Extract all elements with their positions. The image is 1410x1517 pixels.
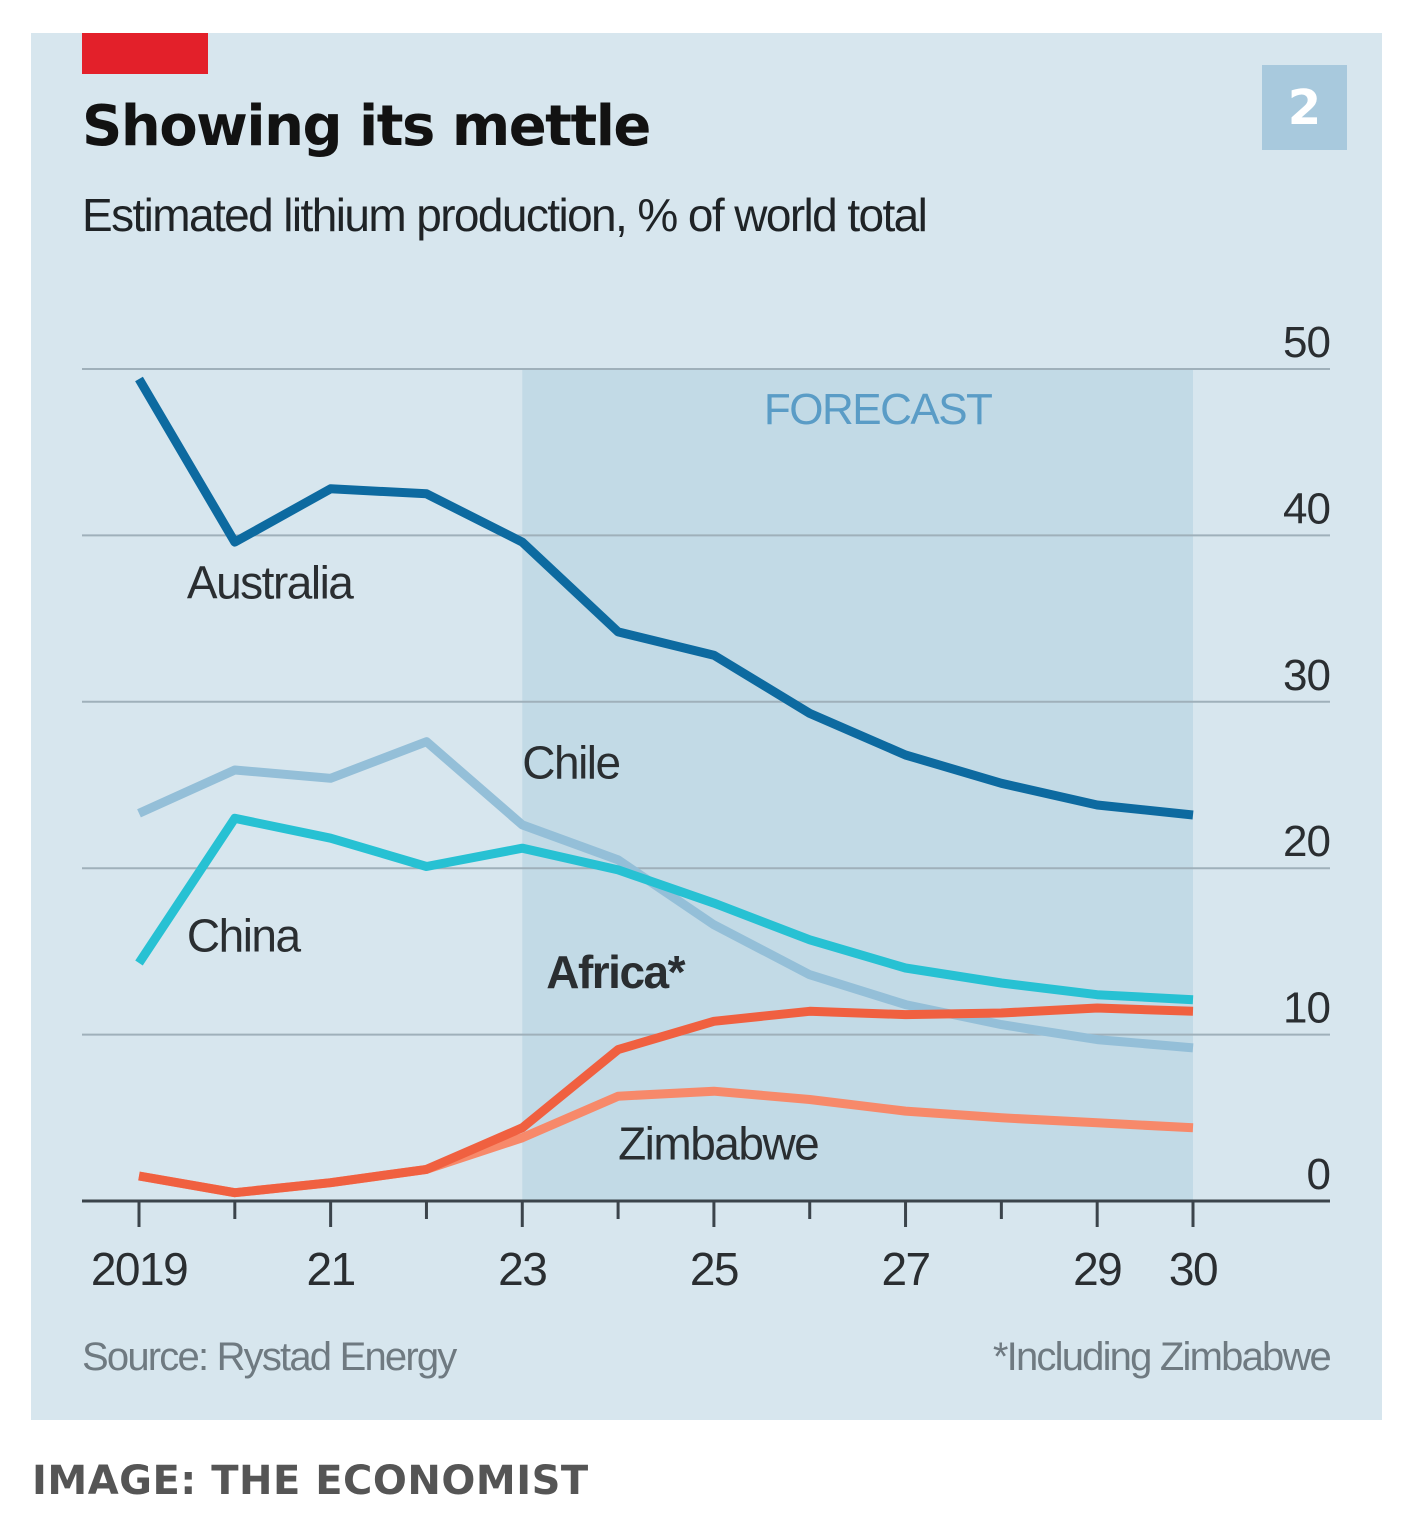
- y-tick-label: 50: [1283, 318, 1330, 367]
- series-label-chile: Chile: [522, 736, 619, 788]
- series-lines: [135, 376, 1194, 1198]
- x-tick-label: 21: [307, 1243, 355, 1295]
- x-tick-label: 30: [1169, 1243, 1217, 1295]
- y-tick-label: 10: [1283, 984, 1330, 1033]
- series-label-china: China: [187, 909, 302, 961]
- footnote: *Including Zimbabwe: [993, 1335, 1331, 1379]
- x-tick-label: 23: [498, 1243, 546, 1295]
- series-line-australia: [135, 376, 1194, 820]
- chart-subtitle: Estimated lithium production, % of world…: [82, 189, 928, 241]
- forecast-label: FORECAST: [764, 385, 992, 434]
- x-tick-label: 2019: [91, 1243, 187, 1295]
- series-label-australia: Australia: [187, 557, 354, 609]
- series-label-africa: Africa*: [546, 946, 685, 998]
- brand-red-tag: [82, 33, 208, 74]
- series-label-zimbabwe: Zimbabwe: [618, 1117, 818, 1169]
- y-tick-label: 30: [1283, 651, 1330, 700]
- series-labels: Australia Chile China Africa* Zimbabwe: [187, 557, 820, 1170]
- series-line-africa: [138, 1003, 1194, 1198]
- forecast-region: [522, 369, 1193, 1201]
- x-axis: 2019 21 23 25 27 29 30: [82, 1199, 1330, 1295]
- source-note: Source: Rystad Energy: [82, 1335, 457, 1379]
- chart-number-badge: 2: [1262, 65, 1347, 150]
- series-line-china: [135, 813, 1194, 1005]
- image-credit: IMAGE: THE ECONOMIST: [32, 1458, 589, 1504]
- x-tick-label: 27: [881, 1243, 929, 1295]
- y-tick-label: 40: [1283, 484, 1330, 533]
- y-tick-label: 20: [1283, 817, 1330, 866]
- x-tick-label: 25: [690, 1243, 738, 1295]
- x-tick-label: 29: [1073, 1243, 1121, 1295]
- series-line-chile: [137, 737, 1194, 1053]
- y-axis-ticks: 0 10 20 30 40 50: [1283, 318, 1331, 1199]
- y-tick-label: 0: [1307, 1150, 1330, 1199]
- gridlines: [82, 368, 1330, 1036]
- chart-title: Showing its mettle: [82, 94, 651, 159]
